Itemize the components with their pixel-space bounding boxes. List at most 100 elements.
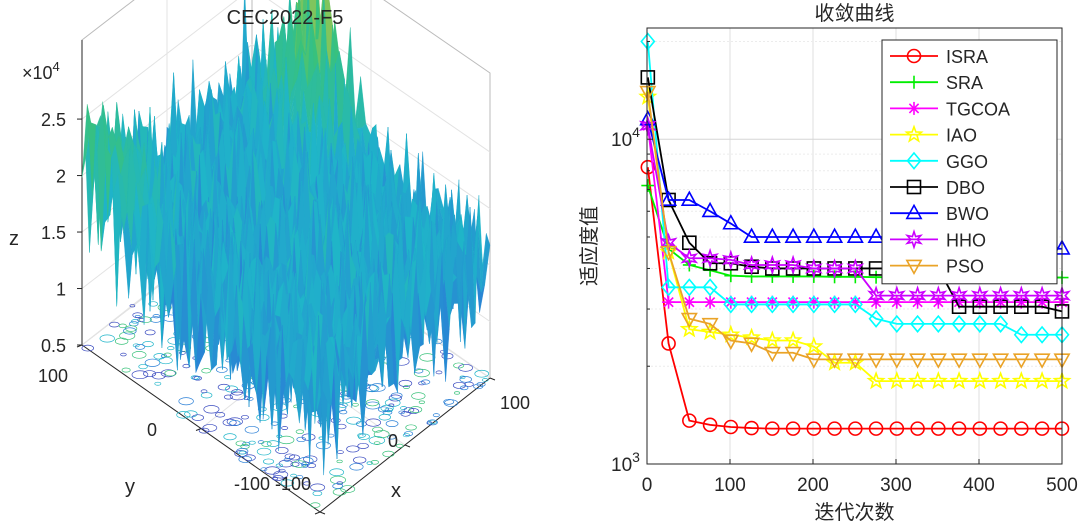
contour-ring [280, 479, 295, 487]
contour-ring [223, 394, 233, 400]
contour-ring [385, 420, 399, 428]
contour-ring [256, 447, 272, 456]
contour-ring [99, 334, 115, 343]
y-tick-base: 10 [611, 130, 632, 151]
x-tick-label: 400 [963, 475, 995, 496]
legend-label: DBO [946, 178, 985, 198]
contour-ring [275, 446, 289, 454]
contour-ring [238, 455, 252, 463]
contour-ring [244, 425, 260, 434]
contour-ring [474, 369, 490, 378]
y-tick-label: 104 [611, 124, 640, 151]
legend-label: TGCOA [946, 99, 1010, 119]
contour-ring [290, 473, 297, 478]
contour-ring [272, 475, 284, 481]
contour-ring [420, 379, 431, 385]
contour-ring [152, 314, 161, 319]
contour-ring [191, 414, 205, 421]
contour-ring [202, 424, 218, 432]
contour-ring [281, 426, 289, 430]
contour-ring [353, 456, 367, 464]
contour-ring [151, 372, 166, 380]
z-gridline [81, 0, 491, 153]
contour-ring [142, 341, 154, 348]
contour-ring [132, 343, 140, 348]
contour-ring [329, 468, 345, 477]
contour-ring [378, 413, 391, 421]
contour-ring [144, 358, 161, 367]
contour-ring [418, 381, 426, 386]
contour-ring [214, 412, 226, 418]
contour-ring [413, 368, 430, 378]
x-axis-label: 迭代次数 [815, 500, 895, 524]
contour-ring [352, 402, 359, 407]
x-tick-label: 500 [1046, 475, 1078, 496]
contour-ring [203, 405, 220, 414]
x-tick-label: 300 [880, 475, 912, 496]
contour-ring [182, 363, 191, 369]
contour-ring [310, 502, 321, 508]
contour-ring [288, 454, 300, 461]
contour-ring [263, 458, 275, 465]
contour-ring [216, 366, 228, 373]
contour-ring [418, 400, 425, 404]
contour-ring [402, 433, 411, 438]
y-tick-exponent: 3 [632, 449, 640, 465]
x-tick-label: 200 [797, 475, 829, 496]
contour-ring [382, 450, 395, 458]
contour-ring [405, 424, 417, 431]
contour-ring [295, 429, 305, 434]
contour-ring [388, 394, 402, 402]
contour-ring [192, 375, 201, 381]
surface [81, 0, 491, 476]
contour-ring [131, 370, 149, 380]
contour-ring [160, 369, 176, 378]
y-axis-label: 适应度值 [577, 206, 601, 286]
contour-ring [163, 352, 172, 358]
contour-ring [257, 406, 267, 412]
contour-ring [243, 454, 256, 461]
contour-ring [260, 467, 268, 472]
contour-ring [336, 481, 343, 485]
contour-ring [303, 481, 311, 486]
legend-label: GGO [946, 152, 988, 172]
contour-ring [229, 420, 241, 427]
legend-label: BWO [946, 204, 989, 224]
contour-ring [332, 483, 344, 489]
contour-ring [340, 485, 356, 494]
contour-ring [200, 389, 208, 394]
legend-label: PSO [946, 257, 984, 277]
contour-ring [366, 461, 373, 465]
contour-ring [184, 410, 198, 418]
contour-ring [179, 351, 186, 355]
contour-ring [459, 375, 466, 379]
contour-ring [121, 367, 131, 373]
contour-ring [222, 418, 237, 427]
contour-ring [132, 312, 143, 318]
y-tick-label: 103 [611, 449, 640, 476]
contour-ring [201, 368, 212, 374]
contour-ring [273, 470, 289, 479]
contour-ring [296, 436, 307, 443]
contour-ring [459, 376, 472, 383]
contour-ring [365, 401, 381, 410]
contour-ring [459, 385, 469, 391]
contour-ring [443, 399, 459, 407]
contour-ring [178, 397, 194, 406]
contour-ring [454, 391, 460, 395]
contour-ring [144, 329, 156, 336]
contour-ring [120, 352, 127, 357]
contour-ring [349, 463, 364, 471]
y-tick-base: 10 [611, 455, 632, 476]
contour-ring [339, 409, 348, 415]
contour-ring [403, 407, 415, 413]
contour-ring [443, 398, 455, 405]
contour-ring [275, 463, 283, 468]
contour-ring [398, 379, 413, 387]
contour-ring [81, 344, 95, 352]
contour-ring [138, 364, 148, 370]
contour-ring [246, 397, 254, 401]
contour-ring [336, 459, 343, 464]
contour-ring [481, 378, 489, 382]
contour-ring [370, 460, 380, 465]
